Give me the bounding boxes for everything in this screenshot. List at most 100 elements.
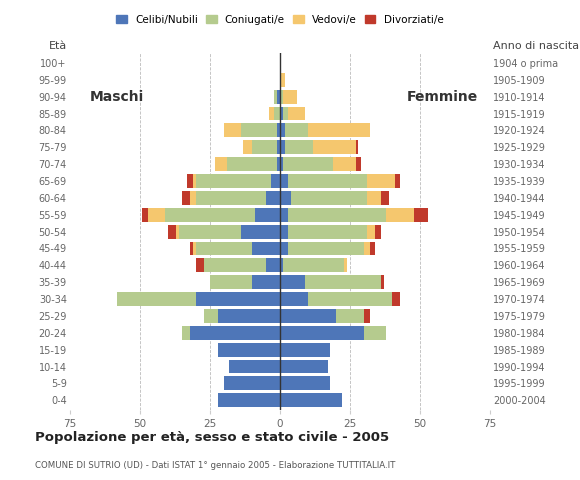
Bar [288, 174, 367, 188]
Bar [280, 343, 331, 357]
Bar [288, 225, 367, 239]
Bar [179, 225, 241, 239]
Bar [308, 123, 369, 137]
Bar [282, 90, 297, 104]
Bar [367, 225, 375, 239]
Bar [280, 360, 328, 373]
Bar [280, 140, 285, 154]
Bar [218, 394, 280, 407]
Bar [190, 191, 196, 205]
Bar [215, 157, 227, 171]
Bar [356, 157, 361, 171]
Bar [148, 208, 165, 222]
Bar [280, 241, 288, 255]
Bar [182, 191, 190, 205]
Bar [392, 292, 400, 306]
Bar [241, 225, 280, 239]
Bar [336, 309, 364, 323]
Bar [333, 157, 356, 171]
Bar [280, 208, 288, 222]
Bar [252, 276, 280, 289]
Bar [280, 258, 282, 272]
Bar [288, 208, 386, 222]
Bar [196, 258, 204, 272]
Bar [285, 140, 314, 154]
Bar [280, 225, 288, 239]
Bar [280, 326, 364, 340]
Bar [218, 343, 280, 357]
Bar [204, 309, 218, 323]
Bar [280, 309, 336, 323]
Bar [252, 241, 280, 255]
Text: Popolazione per età, sesso e stato civile - 2005: Popolazione per età, sesso e stato civil… [35, 431, 389, 444]
Bar [386, 208, 415, 222]
Bar [280, 174, 288, 188]
Bar [182, 326, 190, 340]
Bar [280, 276, 305, 289]
Text: Anno di nascita: Anno di nascita [493, 41, 579, 51]
Bar [269, 107, 274, 120]
Text: Femmine: Femmine [407, 90, 478, 104]
Bar [291, 191, 367, 205]
Bar [218, 309, 280, 323]
Bar [193, 174, 196, 188]
Bar [414, 208, 429, 222]
Text: Maschi: Maschi [90, 90, 144, 104]
Bar [288, 107, 305, 120]
Bar [280, 123, 285, 137]
Bar [252, 140, 277, 154]
Bar [224, 123, 241, 137]
Bar [282, 107, 288, 120]
Bar [305, 276, 381, 289]
Bar [277, 123, 280, 137]
Bar [230, 360, 280, 373]
Bar [367, 174, 395, 188]
Bar [280, 394, 342, 407]
Bar [224, 376, 280, 390]
Bar [266, 258, 280, 272]
Bar [308, 292, 392, 306]
Bar [227, 157, 277, 171]
Bar [241, 123, 277, 137]
Bar [165, 208, 255, 222]
Bar [210, 276, 252, 289]
Bar [274, 90, 277, 104]
Bar [356, 140, 358, 154]
Bar [274, 107, 280, 120]
Bar [143, 208, 148, 222]
Bar [381, 276, 383, 289]
Bar [282, 157, 333, 171]
Bar [280, 376, 331, 390]
Text: COMUNE DI SUTRIO (UD) - Dati ISTAT 1° gennaio 2005 - Elaborazione TUTTITALIA.IT: COMUNE DI SUTRIO (UD) - Dati ISTAT 1° ge… [35, 461, 395, 470]
Bar [364, 309, 369, 323]
Bar [176, 225, 179, 239]
Bar [255, 208, 280, 222]
Bar [345, 258, 347, 272]
Bar [187, 174, 193, 188]
Bar [381, 191, 389, 205]
Bar [244, 140, 252, 154]
Bar [395, 174, 400, 188]
Bar [277, 140, 280, 154]
Bar [364, 326, 386, 340]
Bar [313, 140, 356, 154]
Bar [288, 241, 364, 255]
Bar [196, 241, 252, 255]
Bar [190, 326, 280, 340]
Bar [375, 225, 381, 239]
Bar [266, 191, 280, 205]
Bar [193, 241, 196, 255]
Bar [282, 258, 345, 272]
Bar [280, 90, 282, 104]
Bar [280, 292, 308, 306]
Text: Età: Età [49, 41, 67, 51]
Bar [280, 107, 282, 120]
Bar [204, 258, 266, 272]
Bar [168, 225, 176, 239]
Bar [280, 157, 282, 171]
Bar [285, 123, 308, 137]
Bar [117, 292, 196, 306]
Bar [280, 191, 291, 205]
Bar [364, 241, 369, 255]
Bar [271, 174, 280, 188]
